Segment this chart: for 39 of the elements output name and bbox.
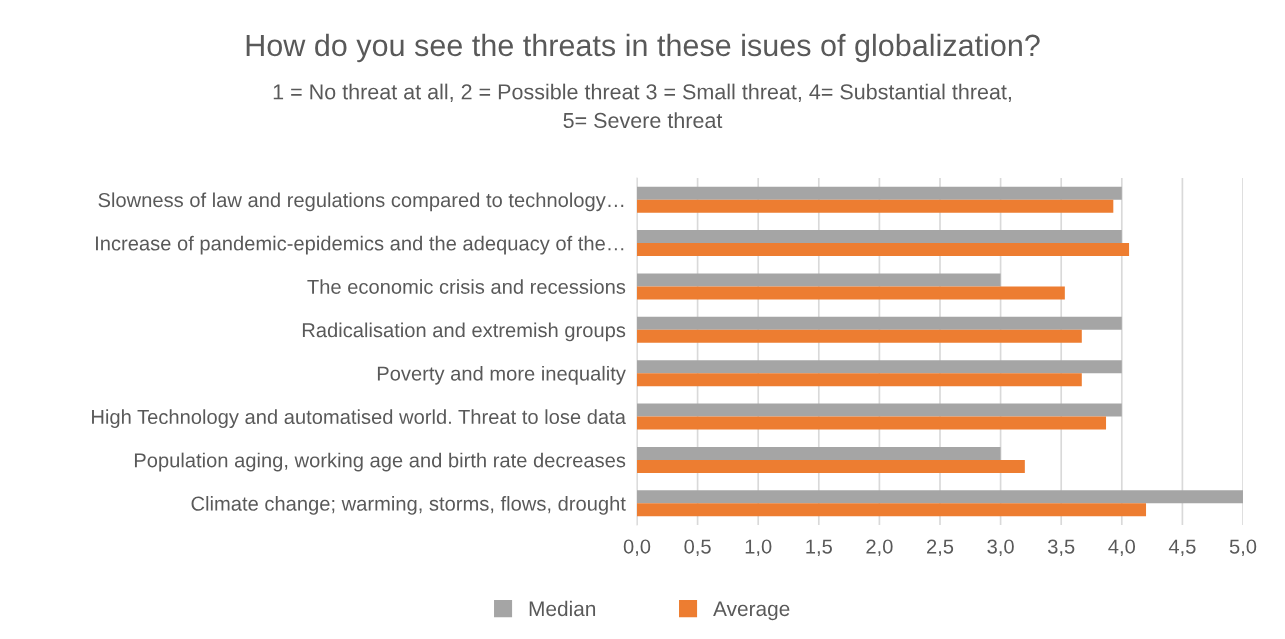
x-tick-label: 3,0	[987, 539, 1014, 557]
bar	[637, 446, 1001, 460]
bar	[637, 186, 1122, 200]
chart-title: How do you see the threats in these isues of globalization?	[246, 33, 1040, 63]
chart-subtitle: 1 = No threat at all, 2 = Possible threat 3 = Small threat, 4= Substantial threat, 5= Severe threat	[273, 83, 1011, 129]
x-tick-label: 4,0	[1108, 539, 1136, 557]
x-tick-label: 2,5	[927, 539, 954, 557]
bar	[637, 459, 1025, 473]
bar	[637, 230, 1122, 244]
y-tick-label: Poverty and more inequality	[377, 365, 626, 385]
bar	[637, 503, 1147, 517]
x-tick-label: 1,0	[745, 539, 772, 557]
bar	[637, 243, 1130, 257]
x-tick-label: 3,5	[1047, 539, 1075, 557]
legend-label: Median	[529, 600, 596, 617]
legend-label: Average	[713, 601, 790, 621]
x-tick-label: 0,0	[623, 539, 651, 557]
y-tick-label: Slowness of law and regulations compared to technology…	[98, 192, 624, 212]
y-tick-label: High Technology and automatised world. Threat to lose data	[92, 409, 626, 429]
x-tick-label: 2,0	[866, 539, 893, 557]
y-tick-label: The economic crisis and recessions	[307, 279, 626, 294]
bar	[637, 373, 1082, 387]
y-tick-label: Climate change; warming, storms, flows, drought	[191, 496, 626, 515]
y-tick-label: Increase of pandemic-epidemics and the adequacy of the…	[96, 235, 624, 255]
bar	[637, 490, 1243, 504]
bar	[637, 273, 1001, 287]
bar	[637, 316, 1122, 330]
bar	[637, 403, 1122, 417]
x-tick-label: 4,5	[1168, 539, 1196, 557]
bar	[637, 360, 1122, 374]
y-tick-label: Population aging, working age and birth rate decreases	[134, 452, 626, 472]
bar	[637, 199, 1114, 213]
bar	[637, 416, 1107, 430]
x-tick-label: 5,0	[1229, 539, 1257, 557]
bar	[637, 286, 1065, 300]
bar	[637, 329, 1082, 343]
y-tick-label: Radicalisation and extremish groups	[302, 322, 626, 342]
x-tick-label: 0,5	[684, 539, 711, 557]
x-tick-label: 1,5	[806, 539, 832, 557]
